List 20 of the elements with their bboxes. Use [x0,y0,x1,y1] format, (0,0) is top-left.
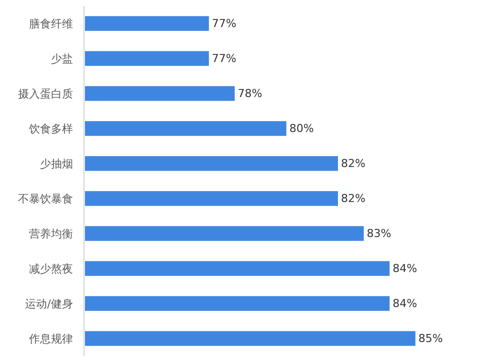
y-tick-label: 膳食纤维 [28,17,73,30]
y-tick-label: 少抽烟 [40,157,73,170]
data-label: 83% [366,227,392,240]
data-label: 80% [289,122,314,135]
y-tick-label: 营养均衡 [28,227,73,240]
data-label: 78% [238,87,262,100]
y-tick-label: 作息规律 [28,332,73,346]
data-label: 84% [392,262,418,275]
y-tick-label: 运动/健身 [25,297,73,310]
data-label: 77% [212,17,236,30]
y-tick-label: 饮食多样 [28,122,73,136]
data-label: 77% [212,52,236,65]
data-label: 84% [392,297,418,310]
y-tick-label: 不暴饮暴食 [18,192,73,206]
y-tick-label: 减少熬夜 [28,262,73,276]
data-label: 85% [418,332,443,345]
y-tick-label: 摄入蛋白质 [18,87,73,100]
data-label: 82% [340,192,366,205]
data-label: 82% [340,157,366,170]
y-tick-label: 少盐 [50,52,73,66]
